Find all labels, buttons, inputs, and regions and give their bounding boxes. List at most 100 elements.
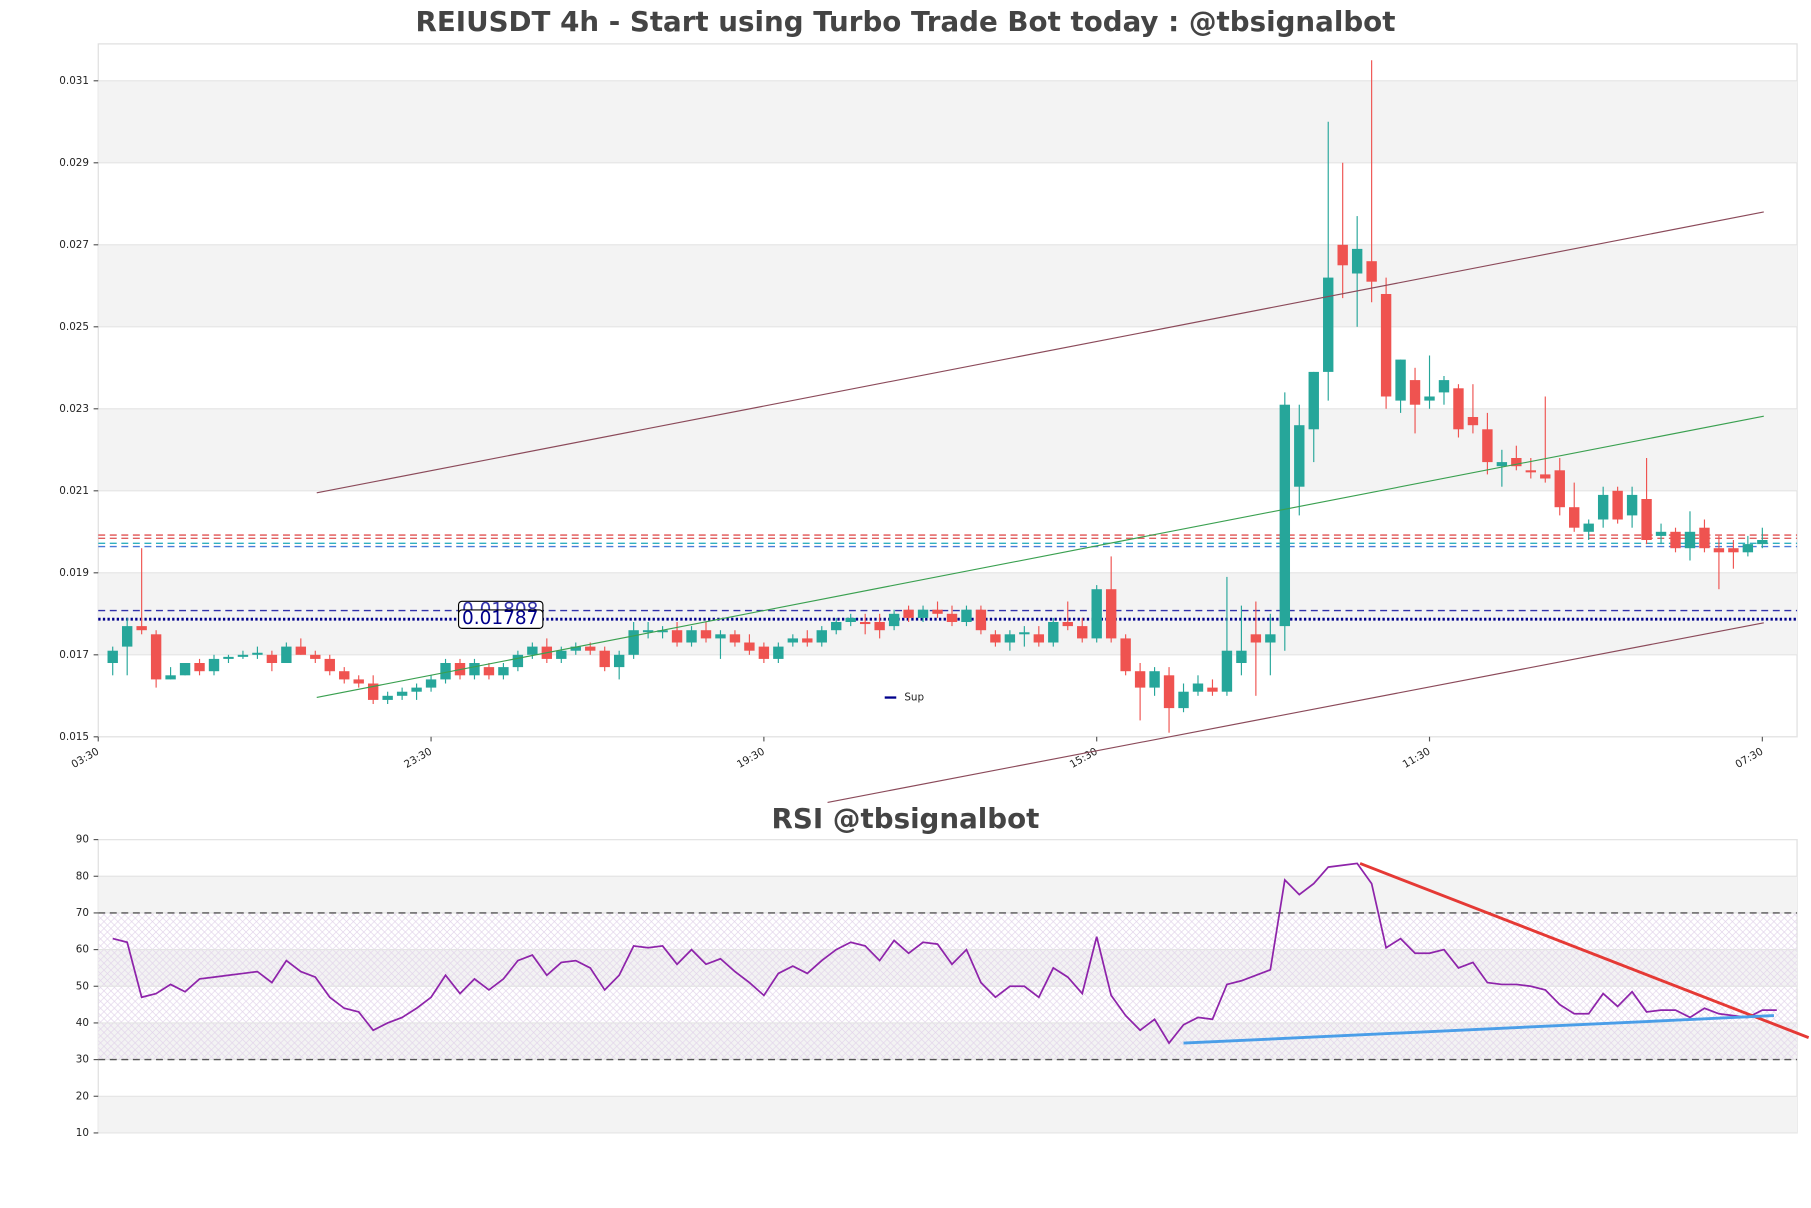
candle-body xyxy=(1583,523,1594,532)
candle-body xyxy=(1323,277,1334,372)
candle-body xyxy=(758,646,770,659)
candle-body xyxy=(686,630,697,643)
y-tick-label: 0.023 xyxy=(59,403,89,415)
candle-body xyxy=(975,609,987,631)
band xyxy=(98,80,1798,163)
band xyxy=(98,1096,1798,1133)
y-tick-label: 50 xyxy=(76,980,89,992)
candle-body xyxy=(1265,634,1276,643)
candle-body xyxy=(1511,458,1522,467)
candle-body xyxy=(744,642,755,651)
candle-body xyxy=(1612,490,1623,520)
candle-body xyxy=(367,683,379,700)
candle-body xyxy=(324,658,335,672)
x-tick-label: 03:30 xyxy=(69,745,101,770)
candle-body xyxy=(136,626,147,631)
candle-body xyxy=(1019,632,1030,635)
candle-body xyxy=(1091,589,1102,639)
candle-body xyxy=(1033,634,1045,643)
candle-body xyxy=(469,663,480,676)
y-tick-label: 0.029 xyxy=(59,157,89,169)
candle-body xyxy=(787,638,799,643)
candle-body xyxy=(1438,380,1450,393)
candle-body xyxy=(208,658,220,672)
trend-line xyxy=(1183,1014,1774,1045)
candle-body xyxy=(773,646,784,659)
candle-body xyxy=(1351,248,1363,274)
candle-body xyxy=(816,630,827,643)
candle-body xyxy=(729,634,741,643)
candle-body xyxy=(165,675,176,680)
x-tick-label: 19:30 xyxy=(735,745,767,770)
chart-title: REIUSDT 4h - Start using Turbo Trade Bot… xyxy=(416,5,1396,38)
band xyxy=(98,408,1798,491)
candle-body xyxy=(1366,261,1377,282)
candle-body xyxy=(1048,622,1059,643)
candle-body xyxy=(671,630,683,643)
candle-body xyxy=(1742,544,1754,553)
candle-body xyxy=(396,691,408,696)
y-tick-label: 0.025 xyxy=(59,321,89,333)
candle-body xyxy=(1554,470,1565,508)
y-tick-label: 70 xyxy=(76,907,89,919)
y-tick-label: 90 xyxy=(76,834,89,846)
candle-body xyxy=(252,652,263,655)
y-tick-label: 0.027 xyxy=(59,239,89,251)
candle-body xyxy=(1597,494,1609,520)
y-tick-label: 0.017 xyxy=(59,649,89,661)
candle-body xyxy=(1626,494,1638,516)
trend-line xyxy=(316,415,1764,699)
candle-body xyxy=(1409,380,1421,405)
candle-body xyxy=(946,613,958,623)
candle-body xyxy=(874,622,885,631)
candle-body xyxy=(715,634,726,639)
candle-body xyxy=(1525,470,1537,473)
candle-body xyxy=(1728,548,1739,553)
candle-body xyxy=(570,646,581,651)
candle-body xyxy=(1105,589,1117,639)
trend-line xyxy=(316,211,1764,494)
candle-body xyxy=(1424,396,1435,401)
legend-label: Sup xyxy=(904,692,924,704)
candle-body xyxy=(1655,531,1667,536)
y-tick-label: 30 xyxy=(76,1054,89,1066)
candle-body xyxy=(613,654,625,668)
candle-body xyxy=(223,656,234,659)
y-tick-label: 0.015 xyxy=(59,731,89,743)
y-tick-label: 80 xyxy=(76,870,89,882)
candle-body xyxy=(483,667,495,676)
price-label-box xyxy=(457,609,544,629)
candle-body xyxy=(859,622,871,625)
candle-body xyxy=(179,663,191,676)
candle-body xyxy=(642,630,654,633)
price-label: 0.01787 xyxy=(462,608,538,629)
candle-body xyxy=(845,617,856,623)
candle-body xyxy=(1294,425,1305,487)
candle-body xyxy=(1713,548,1725,553)
band xyxy=(98,244,1798,327)
y-tick-label: 0.031 xyxy=(59,75,89,87)
band xyxy=(98,572,1798,655)
y-tick-label: 0.021 xyxy=(59,485,89,497)
candle-body xyxy=(425,679,437,688)
candle-body xyxy=(903,609,914,618)
candle-body xyxy=(1395,359,1406,401)
candle-body xyxy=(1467,416,1479,426)
candle-body xyxy=(498,667,509,676)
candle-body xyxy=(150,634,162,680)
candle-body xyxy=(585,646,596,651)
y-tick-label: 60 xyxy=(76,944,89,956)
candle-body xyxy=(1569,507,1580,528)
band xyxy=(98,876,1798,913)
y-tick-label: 20 xyxy=(76,1090,89,1102)
candle-body xyxy=(917,609,929,618)
candle-body xyxy=(1250,634,1262,643)
y-tick-label: 10 xyxy=(76,1127,89,1139)
candle-body xyxy=(556,650,567,659)
candle-body xyxy=(1149,671,1160,688)
candle-body xyxy=(1120,638,1131,672)
candle-body xyxy=(1279,404,1291,627)
candle-body xyxy=(266,654,278,664)
candle-body xyxy=(1134,671,1146,688)
